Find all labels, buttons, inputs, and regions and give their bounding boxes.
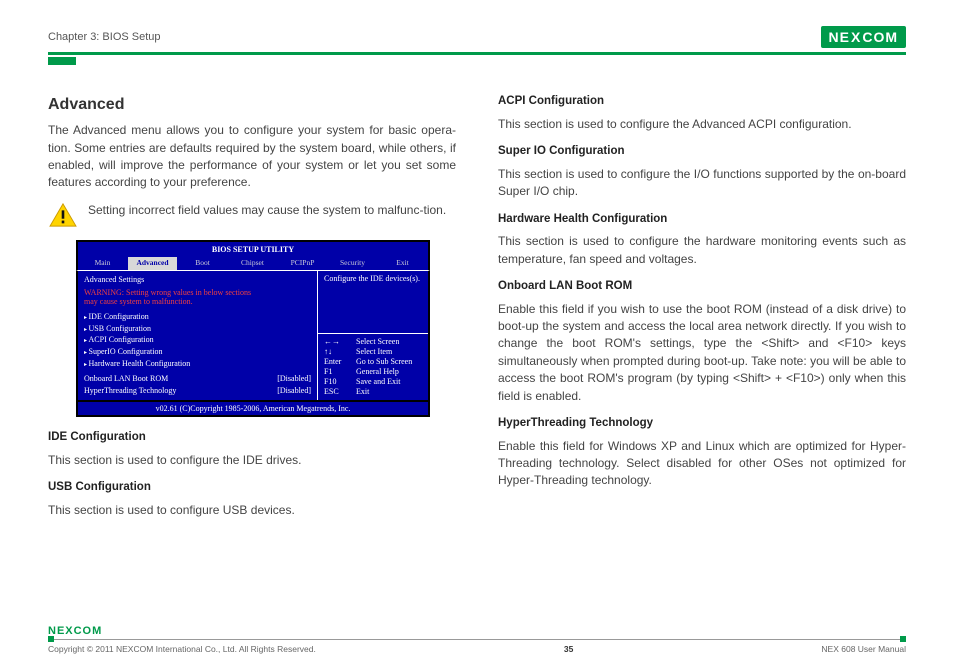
advanced-intro: The Advanced menu allows you to configur… (48, 122, 456, 192)
footer-row: Copyright © 2011 NEXCOM International Co… (48, 644, 906, 654)
bios-screenshot: BIOS SETUP UTILITY MainAdvancedBootChips… (76, 240, 430, 417)
page-number: 35 (564, 644, 573, 654)
footer-square-left-icon (48, 636, 54, 642)
footer-manual: NEX 608 User Manual (821, 644, 906, 654)
header-tab-mark (48, 57, 76, 65)
bios-menu-item: Hardware Health Configuration (84, 358, 311, 370)
bios-key-row: ESCExit (324, 387, 422, 397)
bios-adv-head: Advanced Settings (84, 274, 311, 286)
sio-heading: Super IO Configuration (498, 143, 906, 160)
page-footer: NEXCOM Copyright © 2011 NEXCOM Internati… (48, 625, 906, 654)
chapter-title: Chapter 3: BIOS Setup (48, 31, 161, 43)
bios-left-pane: Advanced Settings WARNING: Setting wrong… (78, 271, 318, 399)
usb-para: This section is used to configure USB de… (48, 502, 456, 519)
bios-copyright: v02.61 (C)Copyright 1985-2006, American … (76, 402, 430, 418)
bios-tab-pcipnp: PCIPnP (278, 257, 328, 270)
bios-key-row: EnterGo to Sub Screen (324, 357, 422, 367)
page-header: Chapter 3: BIOS Setup NEXCOM (48, 26, 906, 48)
bios-warn: WARNING: Setting wrong values in below s… (84, 288, 311, 307)
right-column: ACPI Configuration This section is used … (498, 93, 906, 529)
sio-para: This section is used to configure the I/… (498, 166, 906, 201)
ht-heading: HyperThreading Technology (498, 415, 906, 432)
bios-menu-item: ACPI Configuration (84, 334, 311, 346)
bios-tab-chipset: Chipset (228, 257, 278, 270)
bios-menu-item: USB Configuration (84, 323, 311, 335)
bios-menu-item: SuperIO Configuration (84, 346, 311, 358)
ide-para: This section is used to configure the ID… (48, 452, 456, 469)
hh-para: This section is used to configure the ha… (498, 233, 906, 268)
warning-text: Setting incorrect field values may cause… (88, 202, 446, 228)
ht-para: Enable this field for Windows XP and Lin… (498, 438, 906, 490)
bios-menu-list: IDE ConfigurationUSB ConfigurationACPI C… (84, 311, 311, 369)
footer-square-right-icon (900, 636, 906, 642)
bios-tab-main: Main (78, 257, 128, 270)
bios-option-row: Onboard LAN Boot ROM[Disabled] (84, 373, 311, 385)
bios-key-row: ↑↓Select Item (324, 347, 422, 357)
lan-heading: Onboard LAN Boot ROM (498, 278, 906, 295)
advanced-heading: Advanced (48, 93, 456, 116)
bios-key-row: F1General Help (324, 367, 422, 377)
footer-logo: NEXCOM (48, 625, 906, 637)
warning-icon (48, 202, 78, 228)
bios-tab-boot: Boot (178, 257, 228, 270)
bios-key-row: F10Save and Exit (324, 377, 422, 387)
ide-heading: IDE Configuration (48, 429, 456, 446)
logo-x-icon: X (851, 29, 861, 45)
acpi-heading: ACPI Configuration (498, 93, 906, 110)
bios-help-text: Configure the IDE devices(s). (324, 274, 422, 284)
bios-tab-exit: Exit (378, 257, 428, 270)
warning-block: Setting incorrect field values may cause… (48, 202, 456, 228)
bios-key-row: ←→Select Screen (324, 337, 422, 347)
footer-rule (48, 639, 906, 640)
bios-tab-advanced: Advanced (128, 257, 178, 270)
bios-tab-row: MainAdvancedBootChipsetPCIPnPSecurityExi… (76, 257, 430, 270)
bios-divider (318, 333, 428, 334)
lan-para: Enable this field if you wish to use the… (498, 301, 906, 405)
acpi-para: This section is used to configure the Ad… (498, 116, 906, 133)
content-columns: Advanced The Advanced menu allows you to… (48, 93, 906, 529)
footer-copyright: Copyright © 2011 NEXCOM International Co… (48, 644, 316, 654)
hh-heading: Hardware Health Configuration (498, 211, 906, 228)
bios-body: Advanced Settings WARNING: Setting wrong… (76, 270, 430, 401)
nexcom-logo: NEXCOM (821, 26, 906, 48)
bios-key-legend: ←→Select Screen↑↓Select ItemEnterGo to S… (324, 337, 422, 397)
bios-option-row: HyperThreading Technology[Disabled] (84, 385, 311, 397)
bios-right-pane: Configure the IDE devices(s). ←→Select S… (318, 271, 428, 399)
bios-option-list: Onboard LAN Boot ROM[Disabled]HyperThrea… (84, 373, 311, 396)
bios-menu-item: IDE Configuration (84, 311, 311, 323)
bios-title: BIOS SETUP UTILITY (76, 240, 430, 258)
bios-tab-security: Security (328, 257, 378, 270)
usb-heading: USB Configuration (48, 479, 456, 496)
header-rule (48, 52, 906, 55)
left-column: Advanced The Advanced menu allows you to… (48, 93, 456, 529)
